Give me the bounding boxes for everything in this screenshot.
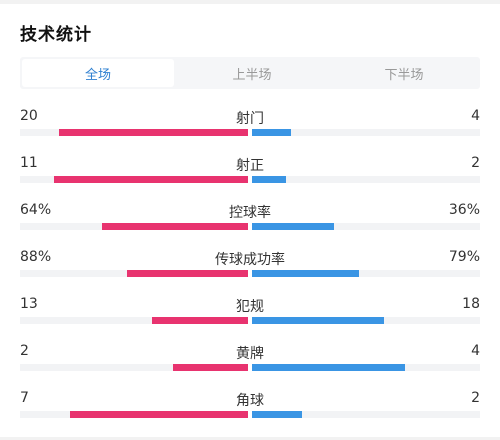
stat-label: 控球率 [229,205,271,221]
stat-row-pass-accuracy: 88% 传球成功率 79% [0,245,500,292]
stat-label: 射正 [236,158,264,174]
away-bar-track [252,317,480,324]
home-bar [127,270,248,277]
away-value: 4 [471,108,480,124]
away-bar-track [252,129,480,136]
stat-label: 黄牌 [236,346,264,362]
stat-row-corners: 7 角球 2 [0,386,500,433]
stat-label: 犯规 [236,299,264,315]
home-value: 7 [20,390,29,406]
home-bar [172,364,248,371]
stat-label: 传球成功率 [215,252,285,268]
away-value: 2 [471,155,480,171]
tab-full-match[interactable]: 全场 [22,59,174,87]
away-value: 18 [462,296,480,312]
away-bar-track [252,411,480,418]
away-value: 79% [448,249,480,265]
stat-row-shots: 20 射门 4 [0,104,500,151]
home-value: 20 [20,108,38,124]
home-bar-track [20,364,248,371]
home-value: 2 [20,343,29,359]
top-divider [0,0,500,4]
away-bar-track [252,270,480,277]
home-bar-track [20,411,248,418]
away-value: 36% [448,202,480,218]
home-bar [58,129,248,136]
stat-row-fouls: 13 犯规 18 [0,292,500,339]
stat-row-shots-on-target: 11 射正 2 [0,151,500,198]
tab-second-half[interactable]: 下半场 [384,67,424,83]
bottom-divider [0,437,500,440]
away-bar-track [252,364,480,371]
away-bar [252,176,287,183]
away-bar [252,270,360,277]
home-value: 11 [20,155,38,171]
home-bar [102,223,248,230]
home-bar-track [20,176,248,183]
stat-row-possession: 64% 控球率 36% [0,198,500,245]
stat-row-yellow-cards: 2 黄牌 4 [0,339,500,386]
away-bar [252,129,291,136]
period-tabs: 全场 上半场 下半场 [20,57,480,89]
away-bar [252,411,303,418]
home-value: 13 [20,296,38,312]
home-value: 64% [20,202,52,218]
away-value: 2 [471,390,480,406]
home-bar [152,317,248,324]
away-bar [252,364,405,371]
home-bar-track [20,129,248,136]
stat-label: 角球 [236,393,264,409]
tab-first-half[interactable]: 上半场 [232,67,272,83]
home-bar-track [20,270,248,277]
away-bar-track [252,176,480,183]
stat-label: 射门 [236,111,264,127]
home-bar-track [20,317,248,324]
away-bar-track [252,223,480,230]
home-bar [70,411,248,418]
home-bar [54,176,248,183]
home-bar-track [20,223,248,230]
stats-list: 20 射门 4 11 射正 2 64% 控球率 36% 88% 传球成功率 79… [0,104,500,433]
away-bar [252,317,385,324]
page-title: 技术统计 [20,25,92,45]
away-value: 4 [471,343,480,359]
home-value: 88% [20,249,52,265]
away-bar [252,223,335,230]
